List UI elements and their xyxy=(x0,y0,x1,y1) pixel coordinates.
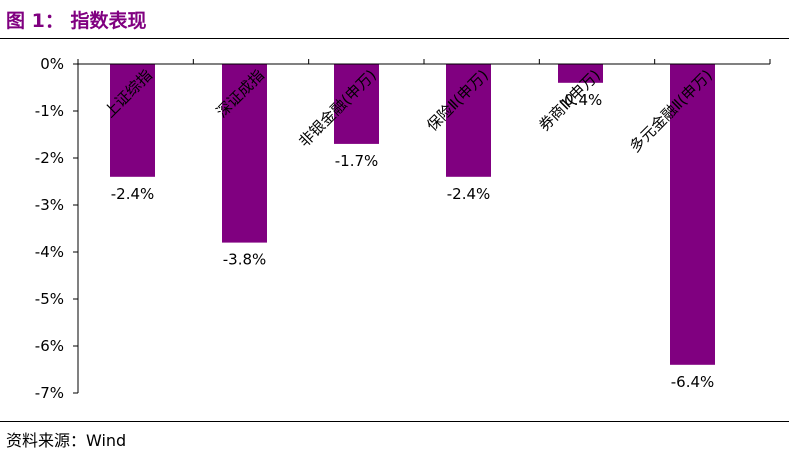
bar xyxy=(334,64,379,144)
source-note: 资料来源：Wind xyxy=(6,431,127,450)
y-tick-label: -5% xyxy=(35,290,64,308)
bar xyxy=(110,64,155,177)
data-label: -3.8% xyxy=(223,251,267,269)
y-tick-label: -4% xyxy=(35,243,64,261)
data-label: -1.7% xyxy=(335,152,379,170)
bar xyxy=(558,64,603,83)
data-label: -2.4% xyxy=(447,185,491,203)
y-tick-label: -1% xyxy=(35,102,64,120)
data-label: -0.4% xyxy=(559,91,603,109)
y-tick-label: -7% xyxy=(35,384,64,402)
y-tick-label: 0% xyxy=(40,55,64,73)
data-label: -2.4% xyxy=(111,185,155,203)
y-tick-label: -2% xyxy=(35,149,64,167)
y-tick-label: -3% xyxy=(35,196,64,214)
figure-title: 图 1： 指数表现 xyxy=(6,10,147,32)
bar xyxy=(222,64,267,243)
data-label: -6.4% xyxy=(671,373,715,391)
title-divider xyxy=(0,38,789,39)
y-tick-label: -6% xyxy=(35,337,64,355)
bar xyxy=(670,64,715,365)
bar xyxy=(446,64,491,177)
footer-divider xyxy=(0,421,789,422)
